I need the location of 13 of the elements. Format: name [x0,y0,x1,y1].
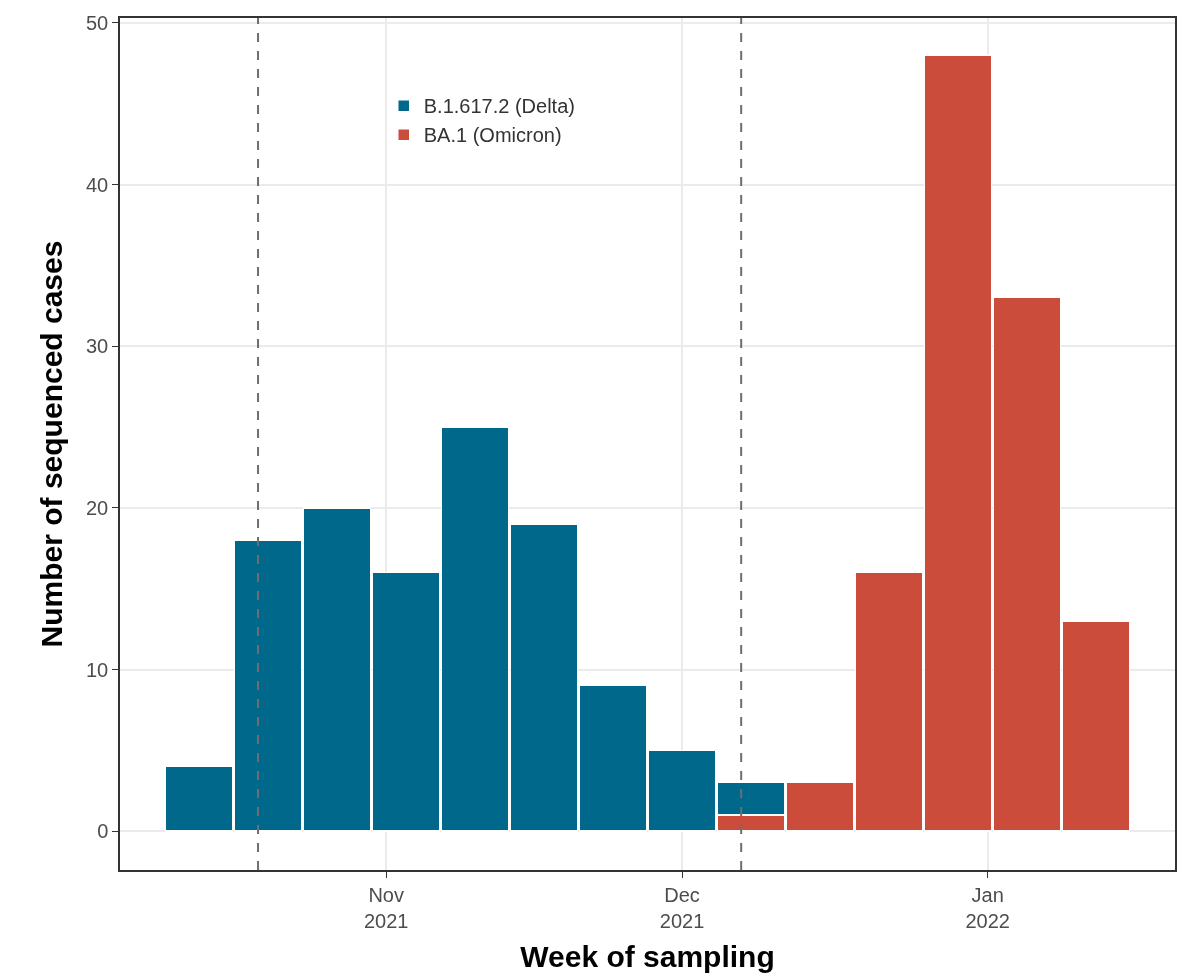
y-axis-title: Number of sequenced cases [34,240,68,648]
y-tick-label: 30 [86,335,109,358]
y-tick-label: 20 [86,496,109,519]
x-tick-label: Nov 2021 [363,883,409,932]
x-axis-title: Week of sampling [520,939,775,973]
y-tick-label: 0 [97,820,109,843]
x-tick-label: Dec 2021 [659,883,705,932]
y-tick-label: 50 [86,11,109,34]
x-tick-label: Jan 2022 [965,883,1010,932]
legend-label: BA.1 (Omicron) [423,124,562,147]
legend-label: B.1.617.2 (Delta) [423,95,575,118]
y-tick-label: 10 [86,658,109,681]
y-tick-label: 40 [86,173,109,196]
